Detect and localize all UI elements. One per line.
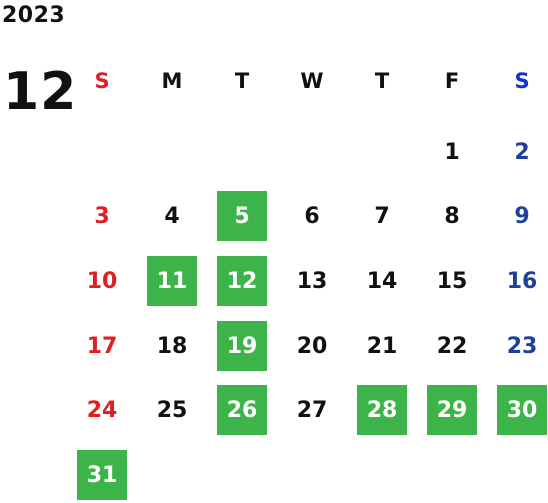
- day-cell-highlighted[interactable]: 26: [217, 385, 267, 435]
- month-number: 12: [3, 62, 78, 122]
- day-cell-highlighted[interactable]: 11: [147, 256, 197, 306]
- weekday-header: F: [444, 69, 460, 93]
- weekday-header: S: [94, 69, 110, 93]
- day-cell-highlighted[interactable]: 31: [77, 450, 127, 500]
- weekday-header: S: [514, 69, 530, 93]
- weekday-header: W: [300, 69, 324, 93]
- day-cell[interactable]: 10: [86, 268, 118, 294]
- day-cell[interactable]: 2: [514, 139, 530, 165]
- day-cell[interactable]: 21: [366, 333, 398, 359]
- day-cell[interactable]: 22: [436, 333, 468, 359]
- weekday-header: T: [374, 69, 390, 93]
- day-cell[interactable]: 9: [514, 203, 530, 229]
- day-cell[interactable]: 23: [506, 333, 538, 359]
- day-cell-highlighted[interactable]: 12: [217, 256, 267, 306]
- day-cell[interactable]: 13: [296, 268, 328, 294]
- day-cell[interactable]: 8: [444, 203, 460, 229]
- day-cell[interactable]: 24: [86, 397, 118, 423]
- day-cell-highlighted[interactable]: 30: [497, 385, 547, 435]
- day-cell-highlighted[interactable]: 19: [217, 321, 267, 371]
- weekday-header: M: [161, 69, 183, 93]
- day-cell[interactable]: 15: [436, 268, 468, 294]
- day-cell-highlighted[interactable]: 5: [217, 191, 267, 241]
- day-cell[interactable]: 6: [304, 203, 320, 229]
- day-cell[interactable]: 17: [86, 333, 118, 359]
- weekday-header: T: [234, 69, 250, 93]
- day-cell[interactable]: 25: [156, 397, 188, 423]
- year-label: 2023: [2, 3, 66, 28]
- day-cell[interactable]: 20: [296, 333, 328, 359]
- day-cell-highlighted[interactable]: 29: [427, 385, 477, 435]
- day-cell[interactable]: 27: [296, 397, 328, 423]
- day-cell[interactable]: 18: [156, 333, 188, 359]
- day-cell[interactable]: 14: [366, 268, 398, 294]
- day-cell[interactable]: 16: [506, 268, 538, 294]
- day-cell[interactable]: 3: [94, 203, 110, 229]
- day-cell[interactable]: 4: [164, 203, 180, 229]
- day-cell-highlighted[interactable]: 28: [357, 385, 407, 435]
- day-cell[interactable]: 1: [444, 139, 460, 165]
- day-cell[interactable]: 7: [374, 203, 390, 229]
